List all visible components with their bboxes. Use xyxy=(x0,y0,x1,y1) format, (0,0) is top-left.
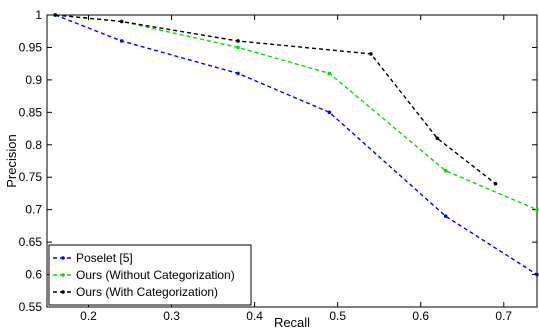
x-tick-label: 0.7 xyxy=(495,309,512,323)
legend-marker xyxy=(61,273,65,277)
legend-marker xyxy=(61,256,65,260)
x-tick-label: 0.5 xyxy=(329,309,346,323)
y-tick-label: 0.95 xyxy=(19,40,43,54)
axis-ticks: 0.2 0.3 0.4 0.5 0.6 0.7 0.55 0.6 0.65 0.7 0.75 0.8 0… xyxy=(19,8,537,323)
y-tick-label: 1 xyxy=(35,8,42,22)
series-line-1 xyxy=(55,14,538,211)
data-point xyxy=(369,52,373,56)
y-tick-label: 0.8 xyxy=(25,138,42,152)
data-point xyxy=(535,207,539,212)
y-tick-label: 0.75 xyxy=(19,170,43,184)
data-point xyxy=(119,19,124,24)
data-point xyxy=(443,214,448,218)
data-point xyxy=(53,13,58,17)
data-point xyxy=(327,71,332,76)
data-point xyxy=(443,168,448,173)
legend-marker xyxy=(61,290,65,294)
data-point xyxy=(119,39,124,43)
y-tick-label: 0.65 xyxy=(19,235,43,249)
data-point xyxy=(327,110,332,115)
x-tick-label: 0.4 xyxy=(246,309,263,323)
legend-label: Ours (With Categorization) xyxy=(76,285,218,299)
x-tick-label: 0.3 xyxy=(163,309,180,323)
data-point xyxy=(493,181,498,186)
data-point xyxy=(236,39,240,43)
legend: Poselet [5] Ours (Without Categorization)… xyxy=(48,244,252,306)
x-tick-label: 0.2 xyxy=(80,309,97,323)
series-line-2 xyxy=(55,14,496,185)
data-point xyxy=(236,45,240,50)
series-line-0 xyxy=(55,14,538,276)
x-axis-label: Recall xyxy=(274,315,310,329)
legend-label: Ours (Without Categorization) xyxy=(76,268,235,282)
data-point xyxy=(435,136,440,141)
y-tick-label: 0.6 xyxy=(25,268,42,282)
y-tick-label: 0.85 xyxy=(19,105,43,119)
y-tick-label: 0.55 xyxy=(19,300,43,314)
x-tick-label: 0.6 xyxy=(412,309,429,323)
legend-box xyxy=(48,244,252,306)
y-tick-label: 0.7 xyxy=(25,203,42,217)
y-axis-label: Precision xyxy=(4,134,19,187)
data-point xyxy=(535,272,539,277)
legend-label: Poselet [5] xyxy=(76,251,133,265)
series-lines xyxy=(53,13,539,277)
data-point xyxy=(236,71,240,76)
y-tick-label: 0.9 xyxy=(25,73,42,87)
